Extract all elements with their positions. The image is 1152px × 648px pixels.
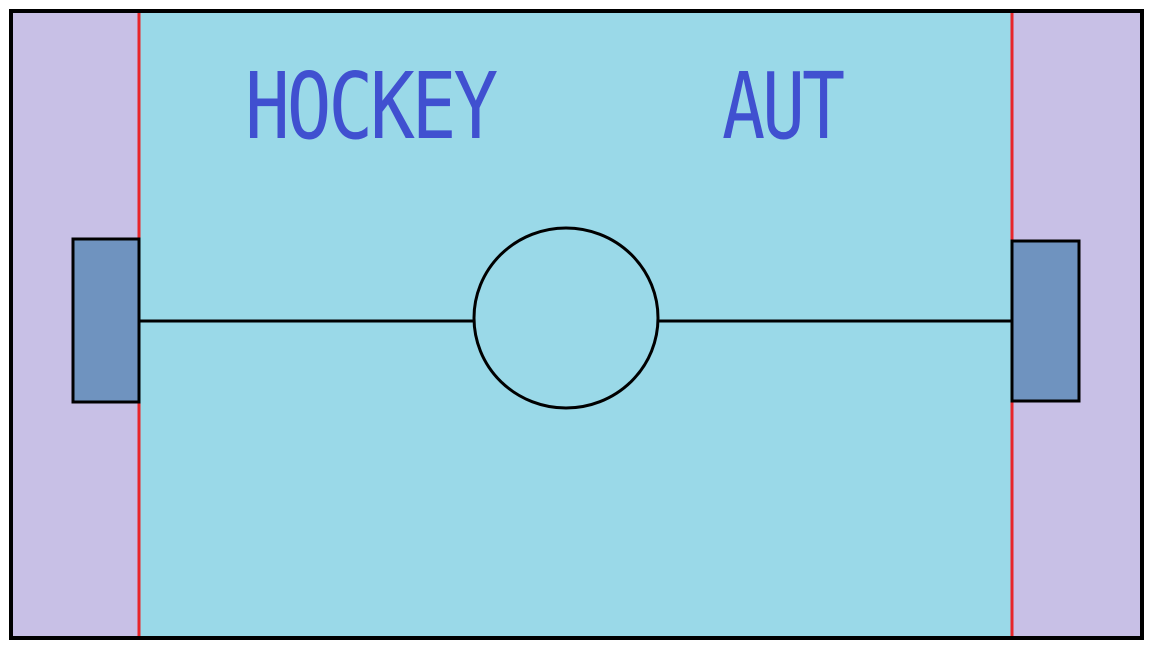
ice-surface	[139, 11, 1012, 638]
game-subtitle: AUT	[722, 53, 844, 160]
game-title: HOCKEY	[245, 53, 497, 160]
right-goal-icon	[1010, 239, 1081, 403]
center-circle-icon	[472, 226, 660, 410]
left-goal-icon	[71, 237, 141, 404]
rink-border	[9, 9, 1144, 640]
